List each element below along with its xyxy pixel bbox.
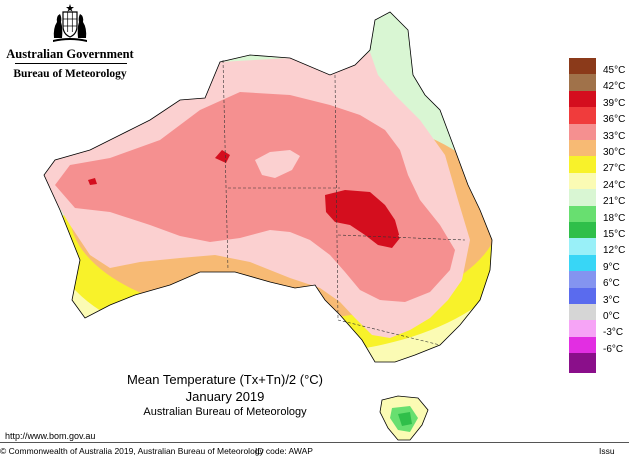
legend-label: 0°C: [603, 311, 620, 322]
legend-label: 3°C: [603, 294, 620, 306]
legend-entry: 33°C: [569, 123, 629, 144]
legend-entry: 3°C: [569, 287, 629, 308]
legend-swatch: [569, 156, 596, 177]
legend-label: 27°C: [603, 163, 626, 175]
copyright-notice: © Commonwealth of Australia 2019, Austra…: [0, 446, 264, 456]
header-divider: [15, 63, 127, 64]
legend-swatch: [569, 189, 596, 210]
legend-swatch: [569, 336, 596, 357]
legend-label: 42°C: [603, 81, 626, 93]
map-title: Mean Temperature (Tx+Tn)/2 (°C): [126, 372, 324, 387]
id-code: ID code: AWAP: [255, 446, 313, 456]
legend-swatch: [569, 254, 596, 275]
australia-mainland-outline: [43, 11, 493, 363]
map-period: January 2019: [185, 389, 265, 404]
legend-label: 9°C: [603, 261, 620, 273]
legend-swatch: [569, 304, 596, 324]
legend-swatch: [569, 140, 596, 160]
legend-label: 36°C: [603, 114, 626, 126]
tasmania: [379, 395, 429, 441]
legend-swatch: [569, 123, 596, 144]
legend-swatch: [569, 353, 596, 374]
legend-label: 39°C: [603, 97, 626, 109]
map-source: Australian Bureau of Meteorology: [143, 406, 307, 418]
legend-label: -3°C: [603, 327, 624, 339]
legend-swatch: [569, 320, 596, 341]
legend-label: -6°C: [603, 343, 624, 355]
legend-swatch: [569, 90, 596, 111]
legend-entry: [569, 353, 629, 374]
legend-entry: 36°C: [569, 107, 629, 128]
map-title-block: Mean Temperature (Tx+Tn)/2 (°C) January …: [100, 373, 350, 418]
legend-entry: 9°C: [569, 254, 629, 275]
legend-label: 30°C: [603, 147, 626, 158]
state-borders: [222, 59, 466, 346]
legend-entry: 30°C: [569, 140, 629, 160]
legend-label: 21°C: [603, 196, 626, 208]
legend-swatch: [569, 107, 596, 128]
footer-divider: [0, 442, 629, 443]
coat-of-arms-icon: [53, 4, 87, 42]
bureau-name: Bureau of Meteorology: [13, 68, 127, 80]
legend-label: 18°C: [603, 212, 626, 224]
legend-entry: -6°C: [569, 336, 629, 357]
legend-label: 12°C: [603, 245, 626, 257]
legend-swatch: [569, 287, 596, 308]
legend-label: 15°C: [603, 229, 626, 240]
legend-swatch: [569, 205, 596, 226]
legend-entry: 15°C: [569, 222, 629, 242]
government-name: Australian Government: [6, 47, 134, 61]
legend-entry: 24°C: [569, 172, 629, 193]
legend-label: 6°C: [603, 278, 620, 290]
legend-entry: 39°C: [569, 90, 629, 111]
government-header: Australian Government Bureau of Meteorol…: [6, 2, 134, 88]
legend-entry: 6°C: [569, 271, 629, 292]
legend-swatch: [569, 222, 596, 242]
issued-label: Issu: [599, 446, 615, 456]
legend-entry: 12°C: [569, 238, 629, 259]
legend-swatch: [569, 271, 596, 292]
legend-entry: -3°C: [569, 320, 629, 341]
temperature-legend: 45°C 42°C 39°C 36°C 33°C 30°C 27°C 24°C 21°C 18°C…: [569, 58, 629, 374]
legend-label: 45°C: [603, 65, 626, 76]
legend-entry: 21°C: [569, 189, 629, 210]
legend-swatch: [569, 172, 596, 193]
legend-entry: 27°C: [569, 156, 629, 177]
legend-label: 24°C: [603, 179, 626, 191]
legend-swatch: [569, 238, 596, 259]
legend-swatch: [569, 74, 596, 95]
legend-entry: 0°C: [569, 304, 629, 324]
legend-entry: 18°C: [569, 205, 629, 226]
legend-entry: 42°C: [569, 74, 629, 95]
legend-swatch: [569, 58, 596, 78]
australia-temperature-map: [43, 11, 493, 441]
legend-entry: 45°C: [569, 58, 629, 78]
legend-label: 33°C: [603, 130, 626, 142]
bom-website-link[interactable]: http://www.bom.gov.au: [5, 431, 96, 441]
